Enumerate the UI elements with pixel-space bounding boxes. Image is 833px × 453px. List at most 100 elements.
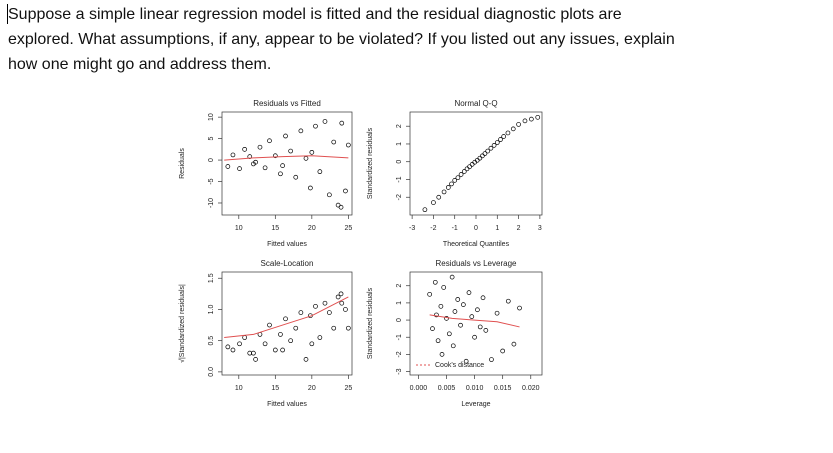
data-point xyxy=(345,142,351,148)
data-point xyxy=(225,164,231,169)
data-point xyxy=(510,126,516,132)
data-point xyxy=(461,302,466,307)
data-point xyxy=(278,332,283,337)
y-tick-label: -1 xyxy=(396,176,403,182)
data-point xyxy=(427,291,433,297)
data-point xyxy=(242,146,247,152)
data-point xyxy=(463,358,469,364)
data-point xyxy=(436,194,442,200)
x-tick-label: 3 xyxy=(538,225,542,232)
x-tick-label: -3 xyxy=(409,225,415,232)
question-line: explored. What assumptions, if any, appe… xyxy=(8,31,675,48)
data-point xyxy=(303,156,309,161)
data-point xyxy=(339,120,345,126)
y-axis-label: Standardized residuals xyxy=(367,127,374,199)
question-line: how one might go and address them. xyxy=(8,56,272,73)
data-point xyxy=(522,118,528,124)
data-point xyxy=(327,192,332,198)
data-point xyxy=(335,294,341,300)
x-tick-label: 25 xyxy=(344,225,352,232)
x-tick-label: 15 xyxy=(271,225,279,232)
data-point xyxy=(327,310,332,315)
data-point xyxy=(331,139,337,145)
x-tick-label: -2 xyxy=(430,225,436,232)
data-point xyxy=(469,314,475,319)
data-point xyxy=(477,155,483,161)
data-point xyxy=(445,185,451,190)
y-tick-label: -5 xyxy=(208,178,215,184)
data-point xyxy=(488,145,494,151)
data-point xyxy=(444,316,449,321)
data-point xyxy=(309,341,315,347)
y-tick-label: 1.0 xyxy=(208,304,215,314)
data-point xyxy=(293,174,299,180)
data-point xyxy=(262,341,268,347)
y-axis-label: Standardized residuals xyxy=(367,287,374,359)
plot-title: Residuals vs Leverage xyxy=(436,259,517,268)
data-point xyxy=(483,328,489,333)
data-point xyxy=(435,338,441,344)
data-point xyxy=(308,185,313,191)
data-point xyxy=(262,165,268,171)
data-point xyxy=(267,322,272,328)
data-point xyxy=(477,324,483,330)
data-point xyxy=(475,307,480,313)
plot-frame xyxy=(221,271,353,376)
x-tick-label: 1 xyxy=(495,225,499,232)
x-tick-label: 0.000 xyxy=(410,385,428,392)
y-tick-label: 5 xyxy=(208,137,215,141)
y-tick-label: -1 xyxy=(396,334,403,340)
plot-title: Residuals vs Fitted xyxy=(253,99,321,108)
y-tick-label: 1 xyxy=(396,142,403,146)
y-tick-label: 0 xyxy=(208,158,215,162)
y-tick-label: -10 xyxy=(208,198,215,208)
data-point xyxy=(303,357,309,362)
data-point xyxy=(322,300,328,306)
data-point xyxy=(293,325,299,331)
data-point xyxy=(272,153,278,159)
x-tick-label: 0 xyxy=(474,225,478,232)
data-point xyxy=(516,122,521,127)
data-point xyxy=(464,166,470,172)
data-point xyxy=(242,335,247,340)
data-point xyxy=(253,357,258,362)
data-point xyxy=(455,297,461,302)
x-tick-label: 20 xyxy=(308,385,316,392)
data-point xyxy=(432,279,438,285)
y-tick-label: 0 xyxy=(396,318,403,322)
data-point xyxy=(458,172,464,177)
y-tick-label: 1 xyxy=(396,301,403,305)
data-point xyxy=(434,312,439,318)
data-point xyxy=(283,133,288,139)
x-tick-label: 0.015 xyxy=(494,385,512,392)
data-point xyxy=(455,175,461,181)
data-point xyxy=(466,290,472,295)
data-point xyxy=(517,305,522,311)
y-tick-label: -3 xyxy=(396,368,403,374)
data-point xyxy=(288,338,294,344)
data-point xyxy=(317,169,323,175)
data-point xyxy=(343,307,348,312)
y-tick-label: 0 xyxy=(396,160,403,164)
data-point xyxy=(431,200,436,205)
x-tick-label: 15 xyxy=(271,385,279,392)
data-point xyxy=(500,348,506,354)
y-tick-label: 1.5 xyxy=(208,273,215,283)
data-point xyxy=(449,274,455,280)
x-tick-label: 0.020 xyxy=(522,385,540,392)
data-point xyxy=(452,178,458,183)
data-point xyxy=(317,335,323,340)
data-point xyxy=(505,130,511,136)
data-point xyxy=(494,140,500,145)
y-tick-label: 0.0 xyxy=(208,367,215,377)
data-point xyxy=(251,161,256,167)
plot-title: Scale-Location xyxy=(261,259,314,268)
data-point xyxy=(511,341,517,347)
data-point xyxy=(309,149,315,155)
trend-line xyxy=(224,296,349,339)
data-point xyxy=(237,341,242,347)
data-point xyxy=(461,169,467,174)
data-point xyxy=(267,138,272,144)
data-point xyxy=(422,207,428,213)
